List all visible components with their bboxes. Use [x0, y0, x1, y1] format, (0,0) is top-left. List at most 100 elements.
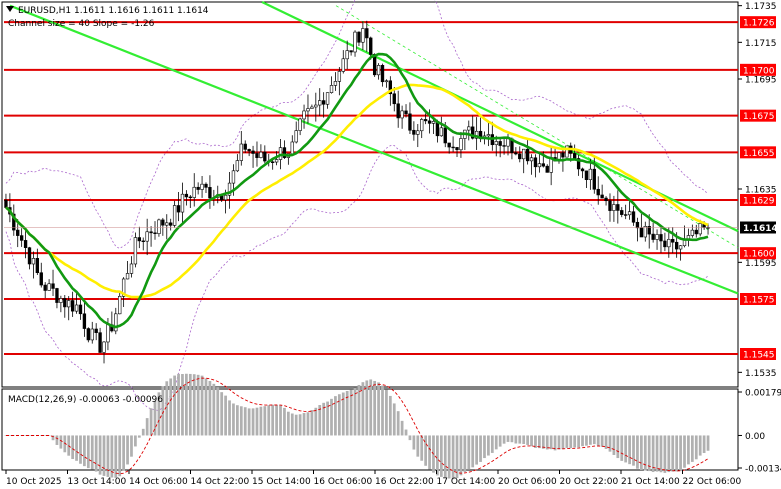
macd-bar — [667, 435, 671, 473]
candle-body — [408, 113, 412, 131]
level-label-bg — [740, 16, 776, 29]
macd-bar — [585, 435, 588, 446]
candle-body — [643, 226, 647, 238]
candle-body — [380, 65, 385, 83]
candle-body — [388, 80, 393, 95]
macd-bar — [577, 435, 580, 448]
macd-bar — [235, 405, 239, 436]
macd-bar — [549, 435, 553, 450]
level-label: 1.1575 — [743, 296, 775, 306]
candle-body — [365, 28, 369, 39]
macd-bar — [83, 435, 86, 467]
macd-bar — [153, 400, 157, 436]
macd-bar — [467, 435, 471, 470]
candle-body — [690, 229, 695, 236]
macd-bar — [541, 435, 545, 449]
macd-bar — [643, 435, 647, 471]
macd-bar — [400, 420, 404, 436]
macd-bar — [145, 418, 149, 436]
macd-bar — [263, 406, 267, 436]
y-tick-label: 1.1695 — [745, 76, 777, 86]
macd-bar — [334, 396, 337, 436]
candle-body — [580, 168, 585, 172]
level-label: 1.1600 — [743, 250, 775, 260]
macd-bar — [345, 390, 349, 436]
macd-bar — [204, 378, 208, 436]
candle-body — [471, 126, 475, 139]
x-tick-label: 21 Oct 14:00 — [621, 477, 680, 487]
candle-body — [51, 283, 55, 289]
macd-bar — [275, 404, 278, 436]
candle-body — [467, 126, 471, 131]
macd-bar — [479, 435, 482, 462]
collapse-triangle-icon[interactable] — [6, 6, 14, 12]
candle-body — [98, 332, 102, 353]
macd-bar — [4, 435, 8, 436]
candle-body — [255, 153, 259, 158]
candle-body — [447, 142, 451, 148]
ma-fast-line — [5, 52, 709, 329]
level-label: 1.1675 — [743, 112, 775, 122]
candle-body — [514, 152, 518, 155]
macd-bar — [90, 435, 94, 470]
candle-body — [23, 240, 28, 248]
macd-bar — [369, 379, 373, 436]
candle-body — [145, 231, 149, 242]
candle-body — [35, 258, 40, 274]
candle-body — [86, 328, 91, 341]
macd-bar — [647, 435, 651, 472]
macd-bar — [279, 405, 282, 436]
candle-body — [655, 234, 659, 240]
macd-bar — [671, 435, 675, 472]
macd-bar — [208, 380, 212, 436]
macd-bar — [98, 435, 102, 475]
candle-body — [294, 130, 298, 143]
macd-bar — [600, 435, 604, 447]
macd-signal-line — [6, 377, 709, 475]
candle-body — [565, 145, 569, 158]
macd-bar — [43, 435, 47, 436]
macd-bar — [416, 435, 420, 457]
macd-bar — [483, 435, 486, 459]
candle-body — [694, 229, 698, 235]
candle-body — [133, 237, 138, 265]
candle-body — [310, 106, 314, 109]
macd-bar — [126, 435, 129, 465]
candle-body — [188, 196, 192, 199]
candle-body — [176, 205, 181, 213]
x-tick-label: 14 Oct 06:00 — [129, 477, 188, 487]
macd-bar — [322, 402, 326, 436]
candle-body — [357, 31, 361, 43]
candle-body — [19, 235, 24, 241]
candle-body — [16, 229, 20, 236]
candle-body — [204, 183, 208, 188]
candle-body — [474, 130, 479, 139]
candle-body — [106, 324, 110, 343]
macd-bar — [137, 435, 141, 438]
level-label: 1.1629 — [743, 197, 775, 207]
candle-body — [169, 222, 173, 226]
candle-body — [623, 214, 628, 216]
candle-body — [82, 313, 87, 329]
macd-bar — [165, 381, 169, 436]
candle-body — [321, 100, 326, 105]
candle-body — [631, 211, 636, 223]
candle-body — [455, 147, 459, 151]
macd-bar — [510, 435, 514, 443]
macd-bar — [694, 435, 698, 460]
macd-bar — [518, 435, 522, 444]
macd-bar — [8, 435, 12, 436]
x-tick-label: 16 Oct 06:00 — [314, 477, 373, 487]
candle-body — [63, 298, 67, 308]
level-label: 1.1726 — [743, 19, 775, 29]
candle-body — [223, 194, 228, 201]
macd-bar — [169, 378, 173, 436]
macd-bar — [588, 435, 592, 445]
candle-body — [592, 168, 596, 190]
candle-body — [78, 304, 83, 315]
candle-body — [235, 160, 240, 172]
macd-bar — [59, 435, 63, 449]
macd-bar — [471, 435, 475, 468]
candle-body — [541, 163, 545, 167]
